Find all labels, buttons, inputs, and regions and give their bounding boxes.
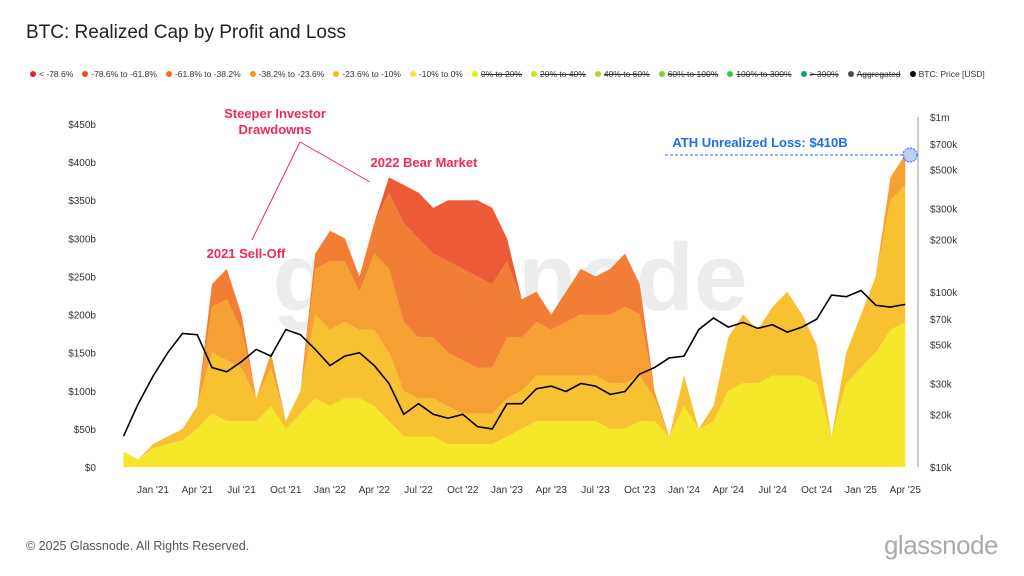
x-tick: Oct '22 (447, 485, 479, 496)
legend-label: < -78.6% (39, 69, 74, 79)
legend-label: 40% to 60% (603, 69, 650, 79)
copyright: © 2025 Glassnode. All Rights Reserved. (26, 539, 250, 553)
legend-label: 100% to 300% (736, 69, 792, 79)
y-right-tick: $700k (930, 140, 958, 151)
legend-item[interactable]: 40% to 60% (594, 69, 650, 79)
x-tick: Apr '25 (890, 485, 922, 496)
legend-label: -61.8% to -38.2% (174, 69, 241, 79)
legend-item[interactable]: -61.8% to -38.2% (165, 69, 241, 79)
legend-item[interactable]: -10% to 0% (409, 69, 463, 79)
area-series-1 (123, 184, 906, 460)
legend-dot-icon (82, 71, 89, 77)
legend-item[interactable]: -23.6% to -10% (333, 69, 401, 79)
x-tick: Oct '23 (624, 485, 656, 496)
legend-dot-icon (409, 71, 416, 77)
y-left-tick: $50b (74, 425, 97, 436)
y-right-tick: $1m (930, 113, 949, 124)
y-left-tick: $150b (68, 349, 96, 360)
annotation-bear-market: 2022 Bear Market (371, 155, 479, 170)
legend-dot-icon (909, 71, 916, 77)
annotation-ath-loss: ATH Unrealized Loss: $410B (672, 135, 847, 150)
arrow-selloff (251, 141, 301, 241)
y-right-tick: $300k (930, 205, 958, 216)
x-tick: Apr '24 (713, 485, 745, 496)
x-tick: Jan '23 (491, 485, 523, 496)
area-series-3 (123, 154, 906, 460)
annotation-investor: Steeper Investor (224, 106, 326, 121)
y-right-tick: $50k (930, 341, 953, 352)
y-left-tick: $250b (68, 272, 96, 283)
x-tick: Oct '21 (270, 485, 302, 496)
legend-dot-icon (471, 71, 478, 77)
y-right-tick: $500k (930, 166, 958, 177)
legend-item[interactable]: 60% to 100% (658, 69, 719, 79)
x-tick: Jan '24 (668, 485, 700, 496)
legend-dot-icon (30, 71, 36, 77)
legend-dot-icon (594, 71, 601, 77)
price-line (122, 289, 906, 437)
y-right-tick: $100k (930, 288, 958, 299)
legend-item[interactable]: 100% to 300% (727, 69, 792, 79)
legend-label: -78.6% to -61.8% (91, 69, 157, 79)
y-left-tick: $100b (68, 387, 96, 398)
x-tick: Jan '25 (845, 485, 877, 496)
legend-item[interactable]: < -78.6% (30, 69, 73, 79)
legend-dot-icon (249, 71, 256, 77)
legend-dot-icon (800, 71, 807, 77)
arrow-bear (299, 141, 371, 183)
legend: < -78.6% -78.6% to -61.8% -61.8% to -38.2%… (30, 69, 985, 79)
legend-item[interactable]: > 300% (800, 69, 839, 79)
y-left-tick: $200b (68, 311, 96, 322)
x-tick: Apr '23 (536, 485, 568, 496)
legend-label: Aggregated (856, 69, 901, 79)
area-series-0 (123, 322, 906, 467)
legend-label: 20% to 40% (540, 69, 586, 79)
y-left-tick: $0 (85, 463, 97, 474)
legend-label: BTC: Price [USD] (918, 69, 985, 79)
annotation-sell-off: 2021 Sell-Off (207, 246, 286, 261)
legend-label: -38.2% to -23.6% (258, 69, 325, 79)
legend-label: > 300% (809, 69, 839, 79)
x-tick: Oct '24 (801, 485, 833, 496)
ath-marker (902, 147, 918, 163)
y-left-tick: $300b (68, 234, 96, 245)
y-right-tick: $30k (930, 380, 953, 391)
y-left-tick: $400b (68, 158, 96, 169)
chart-title: BTC: Realized Cap by Profit and Loss (26, 22, 346, 43)
x-tick: Jul '22 (404, 485, 433, 496)
legend-item[interactable]: 20% to 40% (531, 69, 586, 79)
y-left-tick: $450b (68, 120, 96, 131)
legend-dot-icon (333, 71, 340, 77)
brand-logo: glassnode (883, 530, 999, 560)
y-right-tick: $20k (930, 410, 953, 421)
legend-label: -23.6% to -10% (342, 69, 401, 79)
legend-item[interactable]: BTC: Price [USD] (909, 69, 985, 79)
x-tick: Jul '23 (581, 485, 610, 496)
legend-dot-icon (531, 71, 537, 77)
legend-dot-icon (658, 71, 665, 77)
y-right-tick: $70k (930, 315, 953, 326)
legend-dot-icon (847, 71, 854, 77)
legend-label: -10% to 0% (418, 69, 463, 79)
legend-item[interactable]: Aggregated (847, 69, 901, 79)
x-tick: Jul '24 (758, 485, 787, 496)
legend-label: 60% to 100% (667, 69, 719, 79)
y-left-tick: $350b (68, 196, 96, 207)
x-tick: Jul '21 (227, 485, 256, 496)
legend-item[interactable]: -78.6% to -61.8% (82, 69, 157, 79)
legend-dot-icon (727, 71, 734, 77)
annotation-drawdowns: Drawdowns (239, 122, 312, 137)
legend-dot-icon (165, 71, 172, 77)
y-right-tick: $200k (930, 235, 958, 246)
x-tick: Apr '21 (182, 485, 214, 496)
x-tick: Jan '21 (137, 485, 169, 496)
legend-item[interactable]: 0% to 20% (471, 69, 522, 79)
x-tick: Jan '22 (314, 485, 346, 496)
legend-label: 0% to 20% (480, 69, 522, 79)
y-right-tick: $10k (930, 463, 953, 474)
legend-item[interactable]: -38.2% to -23.6% (249, 69, 325, 79)
x-tick: Apr '22 (359, 485, 391, 496)
